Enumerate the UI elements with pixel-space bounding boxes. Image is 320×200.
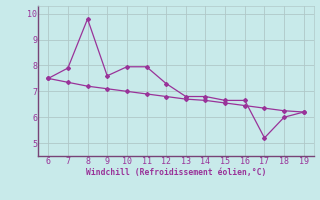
X-axis label: Windchill (Refroidissement éolien,°C): Windchill (Refroidissement éolien,°C) (86, 168, 266, 177)
